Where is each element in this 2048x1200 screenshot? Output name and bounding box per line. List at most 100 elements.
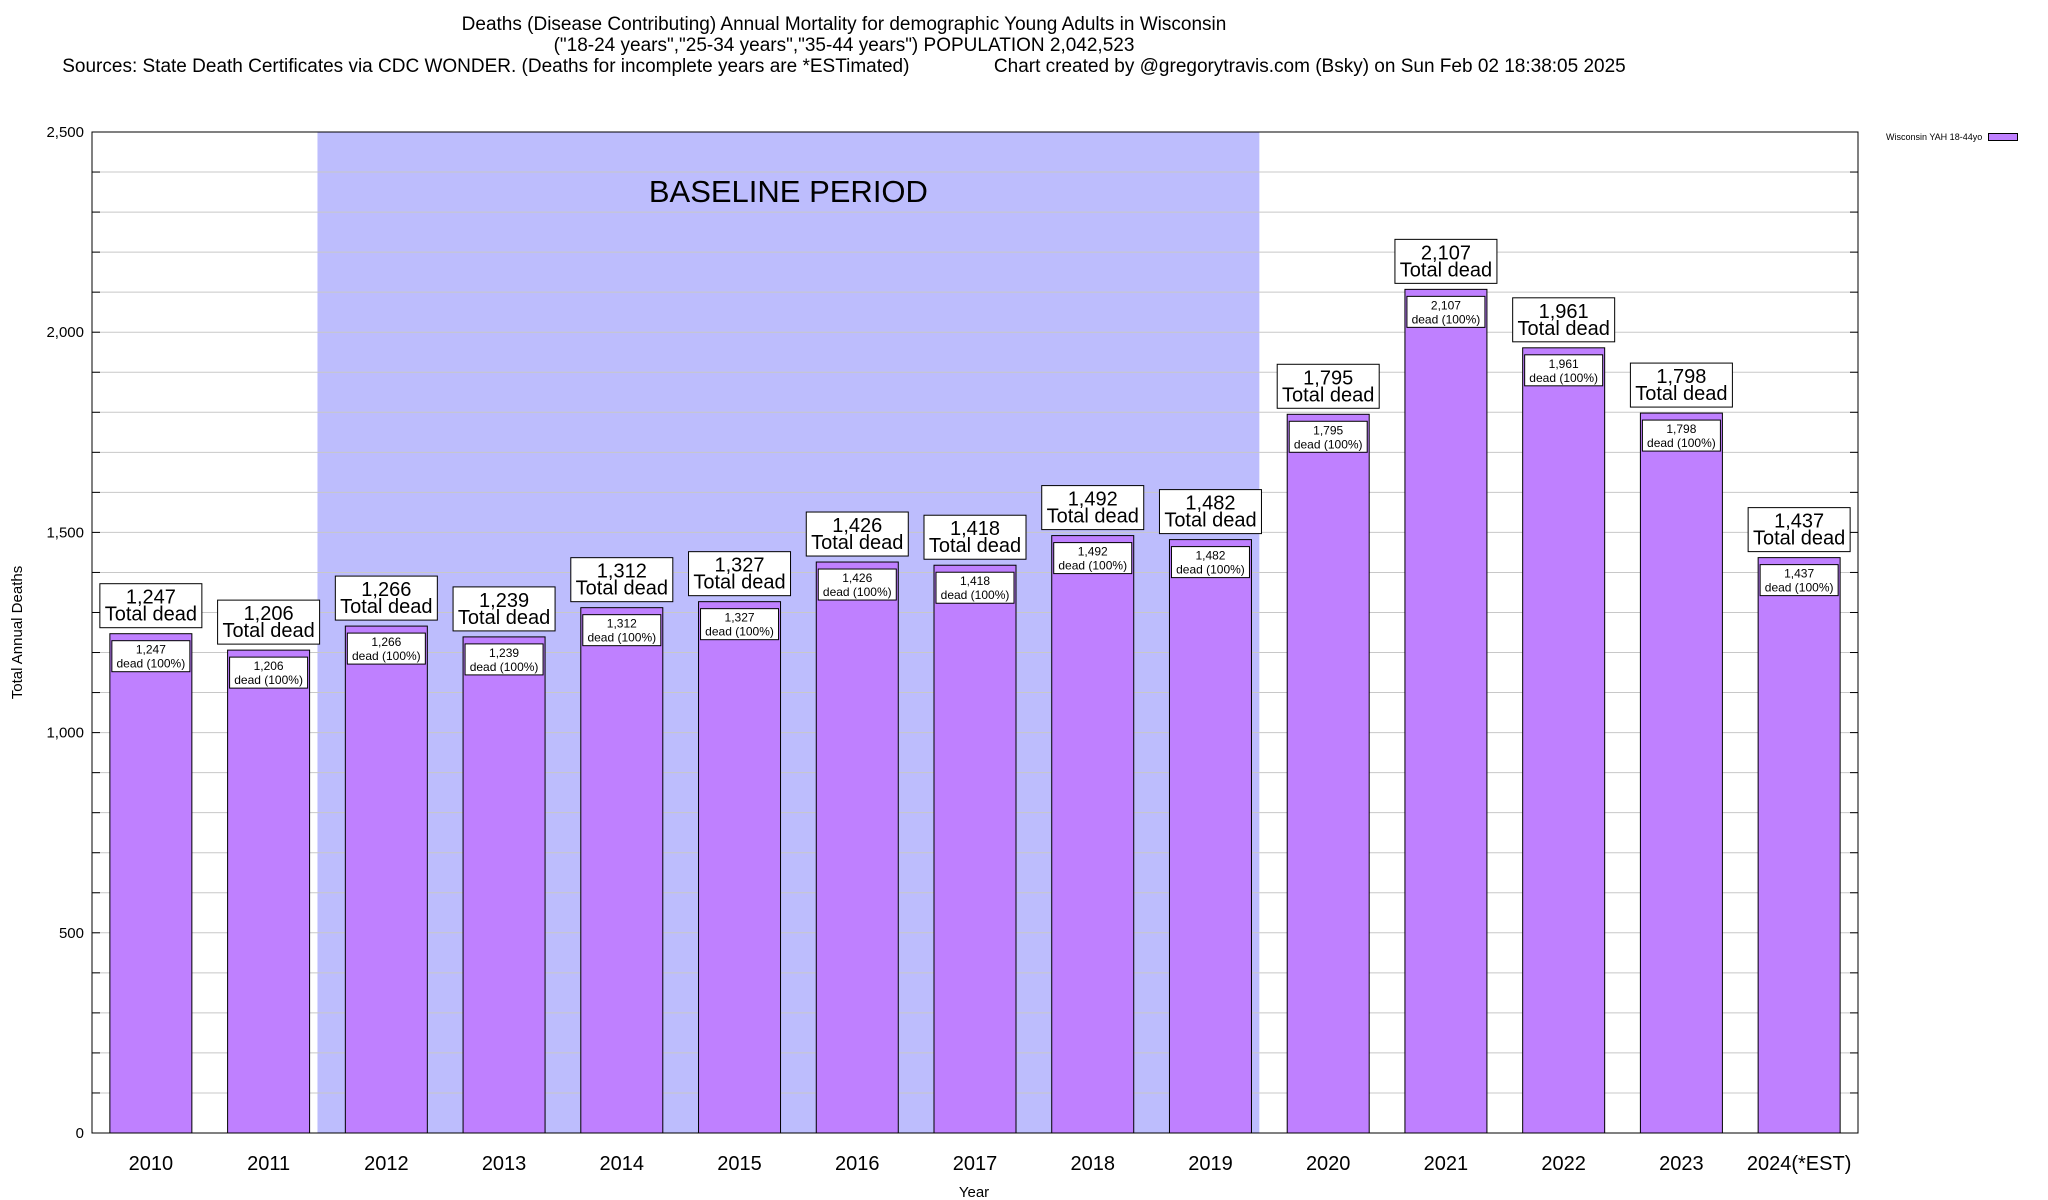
bar-inner-value-label: 1,327 <box>725 611 755 625</box>
bar-2019 <box>1168 539 1252 1134</box>
y-tick-label: 2,500 <box>46 124 84 141</box>
bar-inner-label-box <box>1406 295 1486 328</box>
bar-total-text-label: Total dead <box>222 620 314 642</box>
bar-total-text-label: Total dead <box>1518 318 1610 340</box>
bar-inner-label-box <box>1288 420 1368 453</box>
bar-inner-label-box <box>582 614 662 647</box>
bar-inner-value-label: 1,798 <box>1666 422 1696 436</box>
x-tick-label: 2021 <box>1424 1153 1469 1175</box>
bar-inner-percent-label: dead (100%) <box>1058 559 1127 573</box>
x-tick-label: 2022 <box>1541 1153 1586 1175</box>
bar-total-label-box <box>1629 362 1733 408</box>
x-tick-label: 2024(*EST) <box>1747 1153 1852 1175</box>
bar-inner-percent-label: dead (100%) <box>705 625 774 639</box>
bar-total-text-label: Total dead <box>1635 383 1727 405</box>
bar-total-label-box <box>570 557 674 603</box>
bar-total-value-label: 1,492 <box>1068 489 1118 511</box>
bar-2021 <box>1404 288 1488 1134</box>
bar-inner-label-box <box>346 632 426 665</box>
bar-inner-label-box <box>464 643 544 676</box>
bar-inner-percent-label: dead (100%) <box>234 673 303 687</box>
bar-inner-label-box <box>817 568 897 601</box>
y-tick-label: 500 <box>59 925 84 942</box>
bar-inner-percent-label: dead (100%) <box>941 588 1010 602</box>
baseline-period-label: BASELINE PERIOD <box>649 174 928 209</box>
bar-total-value-label: 1,266 <box>361 579 411 601</box>
bar-total-value-label: 1,482 <box>1185 493 1235 515</box>
bar-2020 <box>1286 413 1370 1134</box>
bar-total-text-label: Total dead <box>693 572 785 594</box>
bar-total-label-box <box>99 583 203 629</box>
bar-2010 <box>109 633 193 1134</box>
bar-total-text-label: Total dead <box>340 596 432 618</box>
bar-total-value-label: 2,107 <box>1421 242 1471 264</box>
bar-inner-percent-label: dead (100%) <box>1294 437 1363 451</box>
bar-2023 <box>1639 412 1723 1134</box>
y-tick-label: 1,000 <box>46 725 84 742</box>
chart-title: Deaths (Disease Contributing) Annual Mor… <box>461 14 1227 35</box>
bar-inner-label-box <box>1170 546 1250 579</box>
bar-total-text-label: Total dead <box>811 532 903 554</box>
bar-inner-value-label: 1,206 <box>254 659 284 673</box>
chart-subtitle: ("18-24 years","25-34 years","35-44 year… <box>553 35 1135 56</box>
bar-inner-value-label: 1,426 <box>842 571 872 585</box>
x-tick-label: 2017 <box>953 1153 998 1175</box>
bar-inner-percent-label: dead (100%) <box>587 631 656 645</box>
x-tick-label: 2023 <box>1659 1153 1704 1175</box>
bar-total-label-box <box>1158 489 1262 535</box>
bar-inner-value-label: 1,961 <box>1549 357 1579 371</box>
legend: Wisconsin YAH 18-44yo <box>1886 132 2019 142</box>
bar-total-value-label: 1,426 <box>832 515 882 537</box>
bar-total-label-box <box>1041 485 1145 531</box>
bar-2014 <box>580 607 664 1134</box>
bar-inner-value-label: 1,418 <box>960 574 990 588</box>
bar-total-label-box <box>217 599 321 645</box>
bar-inner-percent-label: dead (100%) <box>1529 371 1598 385</box>
x-tick-label: 2014 <box>600 1153 645 1175</box>
bar-inner-label-box <box>700 608 780 641</box>
legend-swatch <box>1988 133 2019 141</box>
bar-total-text-label: Total dead <box>105 604 197 626</box>
bar-inner-label-box <box>111 640 191 673</box>
bar-total-value-label: 1,247 <box>126 587 176 609</box>
chart-sources-line: Sources: State Death Certificates via CD… <box>62 56 1626 77</box>
bar-2016 <box>815 561 899 1134</box>
bar-total-text-label: Total dead <box>1164 510 1256 532</box>
bar-inner-percent-label: dead (100%) <box>1176 563 1245 577</box>
bar-total-text-label: Total dead <box>1400 259 1492 281</box>
bar-inner-value-label: 1,239 <box>489 646 519 660</box>
bar-2022 <box>1522 347 1606 1134</box>
chart-title-block: Deaths (Disease Contributing) Annual Mor… <box>0 14 1688 77</box>
bar-inner-value-label: 1,437 <box>1784 567 1814 581</box>
bar-total-label-box <box>1394 238 1498 284</box>
bar-2018 <box>1051 535 1135 1134</box>
bar-inner-label-box <box>1641 419 1721 452</box>
bar-total-text-label: Total dead <box>1753 528 1845 550</box>
bar-total-value-label: 1,312 <box>597 561 647 583</box>
bar-total-value-label: 1,795 <box>1303 367 1353 389</box>
bar-total-value-label: 1,437 <box>1774 511 1824 533</box>
x-tick-label: 2016 <box>835 1153 880 1175</box>
bar-inner-value-label: 1,266 <box>371 635 401 649</box>
bar-total-value-label: 1,418 <box>950 518 1000 540</box>
bar-total-label-box <box>452 586 556 632</box>
bar-total-text-label: Total dead <box>1047 506 1139 528</box>
bar-total-value-label: 1,327 <box>715 555 765 577</box>
bar-inner-value-label: 1,247 <box>136 643 166 657</box>
bar-2024(*EST) <box>1757 557 1841 1134</box>
bar-total-label-box <box>923 514 1027 560</box>
x-tick-label: 2019 <box>1188 1153 1233 1175</box>
bar-total-label-box <box>1276 363 1380 409</box>
bar-inner-value-label: 1,482 <box>1195 549 1225 563</box>
bar-total-value-label: 1,798 <box>1656 366 1706 388</box>
x-tick-label: 2011 <box>247 1153 290 1175</box>
bar-2013 <box>462 636 546 1134</box>
x-tick-label: 2013 <box>482 1153 527 1175</box>
bar-total-value-label: 1,206 <box>244 603 294 625</box>
bar-total-value-label: 1,239 <box>479 590 529 612</box>
bar-2017 <box>933 564 1017 1134</box>
bar-total-label-box <box>688 551 792 597</box>
y-tick-label: 2,000 <box>46 324 84 341</box>
bar-2012 <box>344 625 428 1134</box>
